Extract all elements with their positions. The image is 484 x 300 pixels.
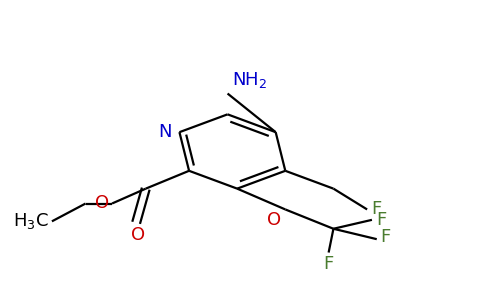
Text: H$_3$C: H$_3$C: [13, 211, 49, 231]
Text: NH$_2$: NH$_2$: [231, 70, 267, 90]
Text: N: N: [158, 123, 171, 141]
Text: F: F: [323, 254, 334, 272]
Text: O: O: [131, 226, 145, 244]
Text: O: O: [267, 212, 281, 230]
Text: F: F: [381, 228, 391, 246]
Text: F: F: [376, 211, 386, 229]
Text: F: F: [371, 200, 381, 218]
Text: O: O: [95, 194, 109, 212]
